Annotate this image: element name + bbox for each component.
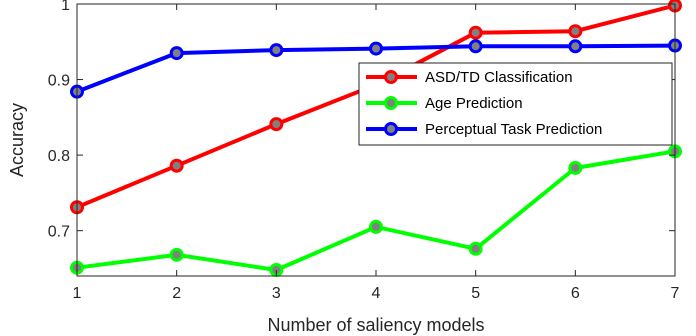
x-tick-label: 2 [172, 285, 181, 302]
data-point-perceptual-task-prediction [468, 39, 483, 54]
legend-label-asd-td-classification: ASD/TD Classification [425, 69, 573, 86]
y-tick-label: 0.8 [48, 148, 70, 165]
data-point-perceptual-task-prediction [369, 41, 383, 56]
data-point-age-prediction [369, 219, 383, 234]
axes: 1 2 3 4 5 6 7 0.7 0.8 0.9 1 [48, 0, 680, 302]
x-tick-label: 6 [571, 285, 580, 302]
x-tick-label: 1 [73, 285, 82, 302]
data-point-asd-td-classification [468, 25, 483, 40]
x-tick-label: 7 [671, 285, 680, 302]
data-point-perceptual-task-prediction [568, 39, 583, 54]
legend-label-perceptual-task-prediction: Perceptual Task Prediction [425, 121, 602, 138]
x-tick-label: 5 [471, 285, 480, 302]
legend-marker-asd-td-classification [384, 70, 398, 84]
y-tick-label: 0.9 [48, 73, 70, 90]
legend-label-age-prediction: Age Prediction [425, 95, 523, 112]
data-point-age-prediction [468, 241, 483, 256]
data-point-asd-td-classification [568, 24, 583, 39]
x-tick-label: 3 [272, 285, 281, 302]
data-point-asd-td-classification [169, 158, 184, 173]
y-tick-label: 0.7 [48, 224, 70, 241]
legend-marker-age-prediction [384, 96, 398, 110]
data-point-asd-td-classification [269, 117, 284, 132]
legend: ASD/TD Classification Age Prediction Perce… [358, 62, 673, 146]
data-point-perceptual-task-prediction [169, 46, 184, 61]
x-axis-title: Number of saliency models [267, 315, 484, 335]
y-tick-label: 1 [61, 0, 70, 14]
x-tick-label: 4 [372, 285, 381, 302]
data-point-perceptual-task-prediction [269, 43, 284, 58]
data-point-age-prediction [169, 247, 184, 262]
y-axis-title: Accuracy [7, 103, 27, 177]
data-point-age-prediction [568, 160, 583, 175]
legend-marker-perceptual-task-prediction [384, 122, 398, 136]
